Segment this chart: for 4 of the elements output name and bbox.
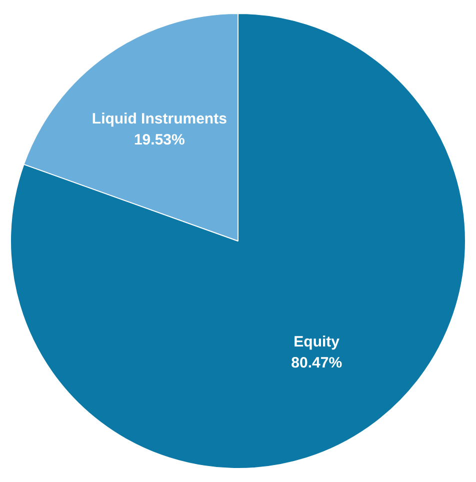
slice-label: Equity <box>294 334 340 351</box>
data-label: 80.47% <box>291 354 342 372</box>
slice-label: Liquid Instruments <box>92 110 227 128</box>
data-label: 19.53% <box>134 132 185 149</box>
